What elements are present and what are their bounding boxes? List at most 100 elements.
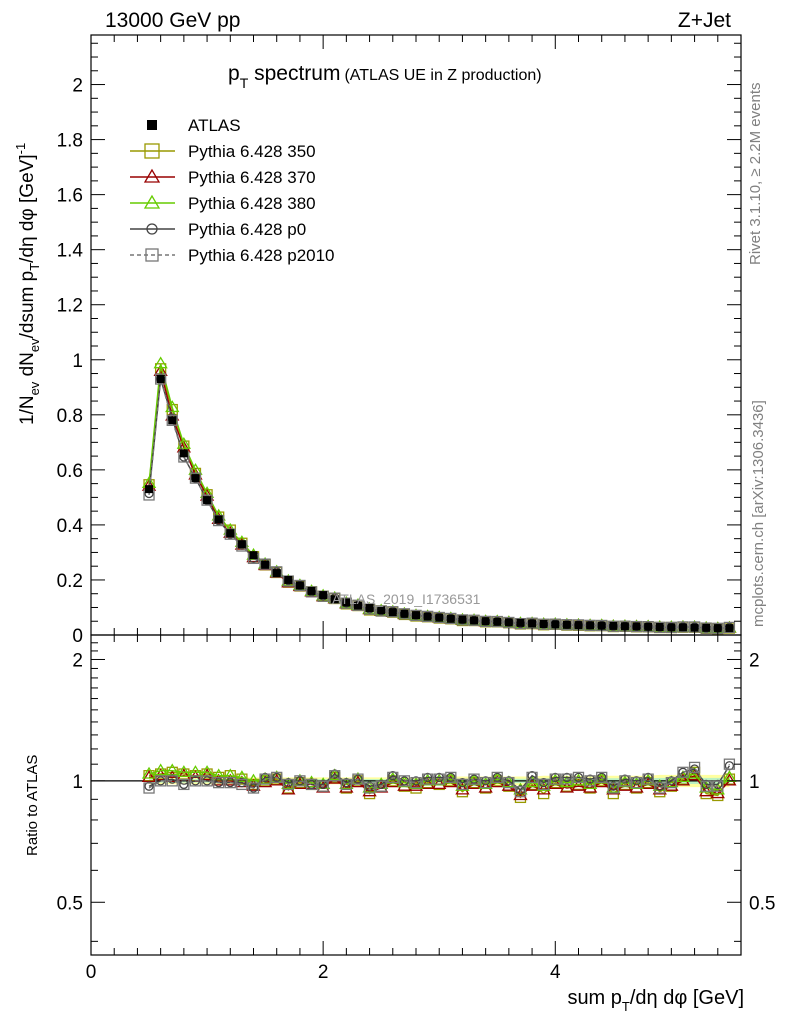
main-y-tick-label: 0.2 — [57, 571, 83, 592]
x-tick-label: 0 — [86, 962, 97, 983]
ratio-series-point — [271, 771, 283, 784]
legend-series-label: Pythia 6.428 370 — [188, 168, 316, 187]
ratio-series-point — [712, 780, 724, 792]
ratio-series-point — [527, 771, 537, 781]
legend-series-marker — [144, 143, 160, 159]
ratio-series-point — [318, 779, 328, 790]
ratio-series-point — [677, 766, 689, 778]
ref-data-point — [655, 623, 664, 632]
legend: ATLAS Pythia 6.428 350 Pythia 6.428 370 Pyt… — [130, 116, 335, 265]
ratio-series-point — [630, 776, 643, 789]
main-y-tick-label: 2 — [72, 76, 83, 97]
ratio-series-point — [237, 777, 247, 788]
ratio-series-point — [456, 778, 469, 791]
ratio-series-point — [282, 778, 294, 791]
ref-data-point — [574, 621, 583, 630]
ratio-series-point — [234, 770, 250, 783]
header-process-label: Z+Jet — [678, 9, 731, 32]
legend-series-marker — [146, 223, 158, 235]
ref-data-point — [261, 560, 270, 569]
ylabel-part: ev — [27, 381, 42, 395]
ratio-series-point — [654, 782, 666, 794]
main-series-point — [352, 599, 364, 611]
ref-data-point — [678, 623, 687, 632]
main-series-point — [584, 619, 596, 632]
legend-series-label: Pythia 6.428 p0 — [188, 220, 306, 239]
ratio-series-point — [201, 775, 213, 787]
ratio-y-tick-label-right: 1 — [749, 772, 760, 793]
ratio-series-point — [642, 773, 654, 785]
ref-data-point — [504, 618, 513, 627]
ratio-series-point — [179, 779, 189, 790]
ratio-series-point — [248, 783, 259, 793]
ref-data-point — [191, 474, 200, 483]
ratio-series-point — [515, 785, 526, 795]
ratio-series-point — [214, 777, 224, 788]
main-series-point — [166, 414, 178, 426]
ref-data-point — [342, 598, 351, 607]
ratio-series-point — [688, 761, 701, 774]
ref-data-point — [458, 615, 467, 624]
main-series-point — [538, 618, 550, 630]
ratio-series-point — [549, 773, 561, 785]
ylabel-part: -1 — [13, 143, 28, 155]
main-series-point — [387, 606, 399, 618]
ref-data-point — [388, 608, 397, 617]
ref-data-point — [168, 416, 177, 425]
main-series-point — [491, 615, 503, 628]
ratio-series-point — [675, 773, 691, 786]
ref-data-point — [203, 496, 212, 505]
ratio-plot-frame — [90, 634, 742, 956]
legend-series-marker — [143, 194, 161, 209]
ratio-y-axis-label: Ratio to ATLAS — [24, 755, 41, 856]
main-series-point — [305, 586, 318, 598]
ratio-series-point — [434, 772, 444, 783]
ratio-series-point — [330, 769, 340, 779]
ref-data-point — [307, 586, 316, 595]
x-tick-label: 2 — [318, 962, 329, 983]
ratio-series-point — [422, 772, 433, 783]
ref-data-point — [365, 604, 374, 613]
main-series-point — [468, 614, 480, 626]
legend-series-label: Pythia 6.428 380 — [188, 194, 316, 213]
ref-data-point — [353, 601, 362, 610]
ref-data-point — [481, 617, 490, 626]
ratio-series-point — [340, 778, 353, 791]
ref-data-point — [516, 618, 525, 627]
main-plot-panel: 0 0.2 0.4 0.6 0.8 1 1.2 1.4 1.6 1.8 2 — [57, 34, 742, 647]
main-series-point — [201, 494, 213, 506]
ratio-series-point — [713, 779, 723, 790]
ratio-series-point — [701, 779, 711, 790]
ratio-series-point — [294, 775, 306, 787]
ratio-series-point — [329, 770, 341, 782]
ylabel-part: ev — [27, 338, 42, 352]
ratio-series-point — [281, 777, 296, 790]
ratio-series-point — [211, 768, 226, 781]
legend-series-marker — [143, 168, 161, 183]
ratio-series-point — [469, 774, 479, 784]
main-series-point — [398, 608, 411, 620]
title-p: p — [228, 62, 240, 85]
ref-data-point — [284, 575, 293, 584]
ref-data-point — [539, 619, 548, 628]
ratio-series-point — [353, 774, 363, 784]
main-y-tick-label: 1.4 — [57, 241, 84, 262]
title-note: (ATLAS UE in Z production) — [344, 67, 541, 84]
ratio-series-point — [538, 778, 550, 791]
ratio-series-point — [362, 784, 377, 797]
ref-data-point — [609, 621, 618, 630]
mcplots-label: mcplots.cern.ch [arXiv:1306.3436] — [750, 400, 767, 627]
ratio-series-point — [375, 780, 387, 792]
ref-data-point — [249, 551, 258, 560]
ratio-series-point — [596, 771, 608, 784]
ratio-series-point — [466, 777, 482, 790]
ratio-series-point — [722, 770, 737, 783]
ref-data-point — [319, 591, 328, 600]
ratio-series-point — [213, 776, 225, 789]
ratio-series-point — [189, 775, 202, 787]
ratio-series-line — [148, 763, 731, 793]
ref-data-point — [470, 616, 479, 625]
ratio-series-point — [492, 772, 502, 783]
ratio-series-point — [665, 776, 678, 789]
